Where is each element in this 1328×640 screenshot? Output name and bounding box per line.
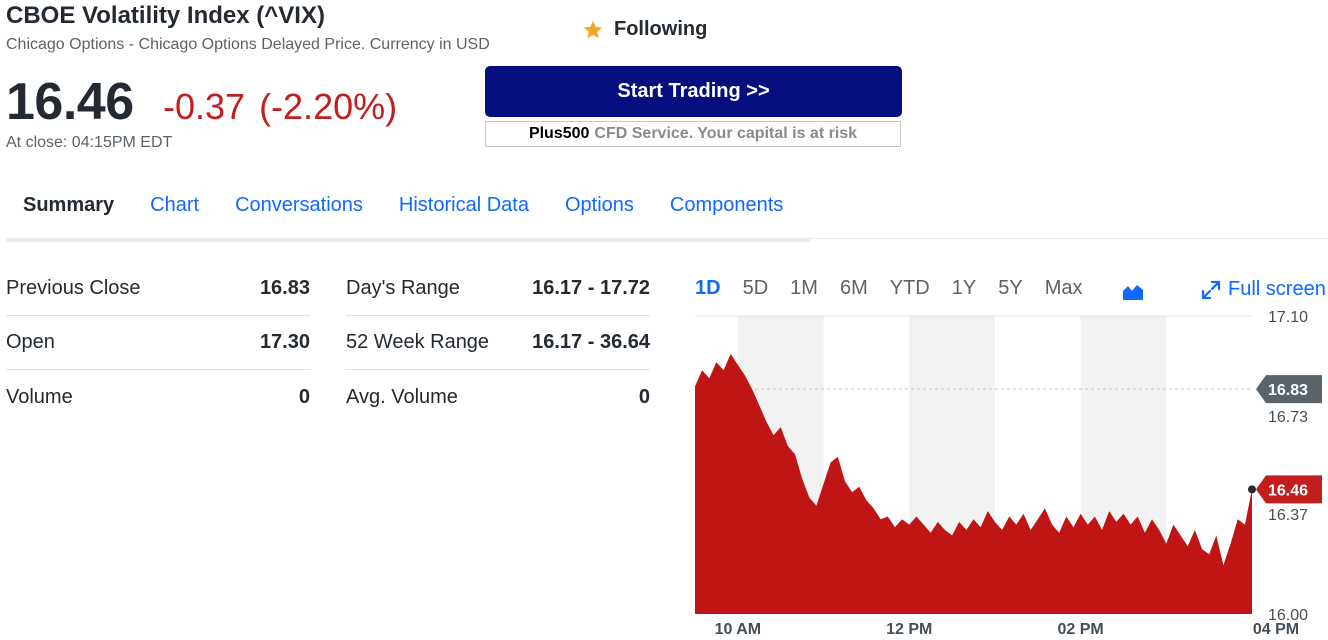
stat-value: 17.30 <box>259 331 310 353</box>
fullscreen-button[interactable]: Full screen <box>1201 278 1326 301</box>
ad-disclaimer-text: CFD Service. Your capital is at risk <box>594 125 858 142</box>
stat-value: 0 <box>638 385 650 408</box>
range-max[interactable]: Max <box>1044 277 1083 299</box>
follow-label: Following <box>614 18 708 40</box>
tab-chart[interactable]: Chart <box>150 194 200 216</box>
stats-table-left: Previous Close 16.83 Open 17.30 Volume 0 <box>6 262 310 424</box>
stat-label: Open <box>6 331 55 353</box>
y-tick-label: 16.37 <box>1268 507 1308 524</box>
y-tick-label: 17.10 <box>1268 309 1308 326</box>
x-tick-label: 12 PM <box>886 621 932 638</box>
tab-historical-data[interactable]: Historical Data <box>398 194 529 216</box>
market-close-time: At close: 04:15PM EDT <box>6 134 173 151</box>
stat-row-days-range: Day's Range 16.17 - 17.72 <box>346 262 650 316</box>
stat-row-avg-volume: Avg. Volume 0 <box>346 370 650 424</box>
range-1m[interactable]: 1M <box>790 277 818 299</box>
range-ytd[interactable]: YTD <box>889 277 930 299</box>
stat-label: Previous Close <box>6 277 141 299</box>
follow-button[interactable]: Following <box>582 18 707 41</box>
previous-close-label: 16.83 <box>1268 382 1308 399</box>
stat-label: Volume <box>6 385 73 408</box>
expand-icon <box>1201 280 1221 299</box>
stat-row-52-week-range: 52 Week Range 16.17 - 36.64 <box>346 316 650 370</box>
start-trading-button[interactable]: Start Trading >> <box>485 66 902 117</box>
time-band <box>1080 316 1167 614</box>
quote-subtitle: Chicago Options - Chicago Options Delaye… <box>6 36 490 53</box>
ad-brand: Plus500 <box>528 125 590 142</box>
tab-options[interactable]: Options <box>564 194 634 216</box>
mountain-chart-icon[interactable] <box>1122 282 1144 300</box>
tab-components[interactable]: Components <box>669 194 784 216</box>
stat-value: 16.83 <box>259 277 310 299</box>
current-price: 16.46 <box>6 73 134 131</box>
stat-value: 0 <box>298 385 310 408</box>
time-band <box>909 316 995 614</box>
y-tick-label: 16.73 <box>1268 409 1308 426</box>
tabs-divider-extension <box>810 238 1328 239</box>
range-6m[interactable]: 6M <box>839 277 868 299</box>
page-title: CBOE Volatility Index (^VIX) <box>6 2 325 29</box>
price-area <box>695 353 1252 614</box>
x-tick-label: 10 AM <box>715 621 762 638</box>
last-price-label: 16.46 <box>1268 482 1308 499</box>
previous-close-flag <box>1256 375 1322 404</box>
change-value: -0.37 <box>163 86 246 127</box>
x-tick-label: 04 PM <box>1253 621 1299 638</box>
time-band <box>737 316 824 614</box>
change-percent: (-2.20%) <box>259 86 398 127</box>
range-5d[interactable]: 5D <box>742 277 769 299</box>
tab-conversations[interactable]: Conversations <box>235 194 363 216</box>
tabs-divider <box>5 238 810 242</box>
stat-row-volume: Volume 0 <box>6 370 310 424</box>
stats-table-right: Day's Range 16.17 - 17.72 52 Week Range … <box>346 262 650 424</box>
stat-row-open: Open 17.30 <box>6 316 310 370</box>
star-icon <box>583 20 603 38</box>
y-tick-label: 16.00 <box>1268 607 1308 624</box>
stat-label: 52 Week Range <box>346 331 490 353</box>
range-1y[interactable]: 1Y <box>951 277 977 299</box>
range-5y[interactable]: 5Y <box>998 277 1023 299</box>
stat-label: Avg. Volume <box>346 385 458 408</box>
stat-value: 16.17 - 17.72 <box>532 277 650 299</box>
price-change: -0.37 (-2.20%) <box>163 86 397 128</box>
stat-row-previous-close: Previous Close 16.83 <box>6 262 310 316</box>
stat-value: 16.17 - 36.64 <box>532 331 650 353</box>
stat-label: Day's Range <box>346 277 460 299</box>
fullscreen-label: Full screen <box>1228 278 1326 300</box>
x-tick-label: 02 PM <box>1057 621 1103 638</box>
ad-disclaimer[interactable]: Plus500 CFD Service. Your capital is at … <box>485 121 901 147</box>
last-price-dot <box>1248 485 1256 494</box>
range-1d[interactable]: 1D <box>695 277 721 299</box>
last-price-flag <box>1256 475 1322 504</box>
chart-range-selector: 1D 5D 1M 6M YTD 1Y 5Y Max <box>695 277 1104 300</box>
tab-summary[interactable]: Summary <box>5 186 133 242</box>
quote-tabs: Summary Chart Conversations Historical D… <box>5 186 801 242</box>
